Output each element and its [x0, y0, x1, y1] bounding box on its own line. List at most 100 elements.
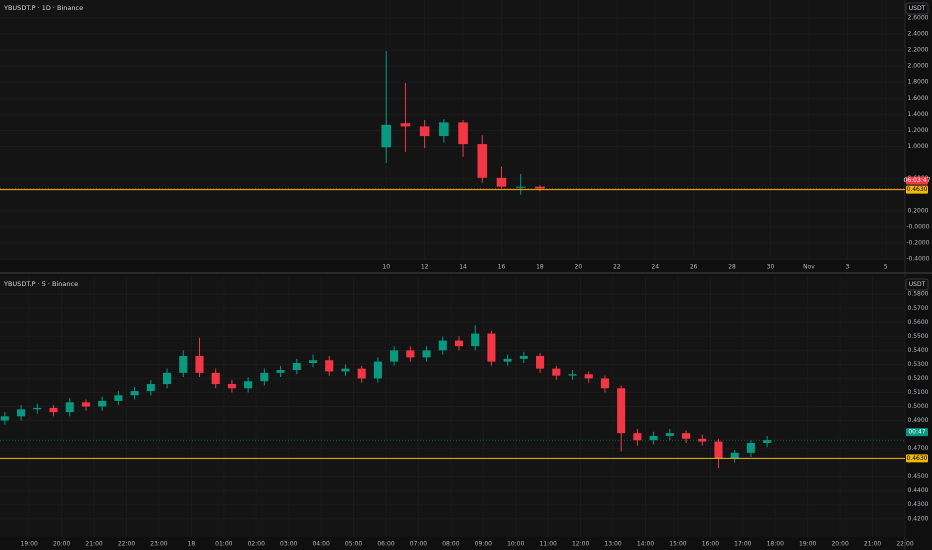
candle-body: [600, 378, 610, 389]
candle-body: [487, 333, 496, 362]
candle-body: [552, 368, 561, 376]
candle-body: [763, 440, 772, 443]
candle-body: [503, 358, 512, 362]
candle-body: [162, 372, 172, 385]
candle-body: [179, 355, 188, 373]
x-tick-label: 20:00: [53, 541, 70, 548]
candle-body: [422, 350, 431, 358]
candle-body: [665, 433, 674, 436]
alert-label: 0.4630: [907, 455, 928, 462]
candle-body: [114, 395, 123, 401]
candle-body: [0, 416, 9, 421]
y-tick-label: 0.5300: [908, 361, 929, 368]
candle-body: [65, 402, 74, 413]
x-tick-label: 14: [459, 264, 467, 271]
x-tick-label: 20:00: [831, 541, 848, 548]
x-tick-label: 14:00: [637, 541, 654, 548]
x-tick-label: 09:00: [475, 541, 492, 548]
candle-body: [515, 186, 526, 188]
candle-body: [633, 433, 642, 441]
x-tick-label: 20: [575, 264, 583, 271]
x-tick-label: 17:00: [734, 541, 751, 548]
candle-body: [649, 435, 658, 441]
x-tick-label: 22: [613, 264, 621, 271]
candle-body: [373, 361, 382, 379]
y-tick-label: 2.2000: [908, 47, 929, 54]
x-tick-label: 13:00: [604, 541, 621, 548]
candle-body: [406, 350, 415, 358]
alert-label-box: [906, 185, 928, 194]
candle-body: [17, 409, 26, 417]
y-tick-label: 0.5200: [908, 375, 929, 382]
currency-label[interactable]: USDT: [909, 281, 926, 288]
x-tick-label: 23:00: [150, 541, 167, 548]
candle-body: [390, 350, 399, 362]
candle-body: [260, 372, 269, 382]
chart-title: YBUSDT.P · 1D · Binance: [3, 4, 83, 12]
candle-body: [730, 452, 739, 459]
y-tick-label: 0.4300: [908, 501, 929, 508]
x-tick-label: 16: [498, 264, 506, 271]
candle-body: [292, 363, 301, 371]
candle-body: [746, 442, 755, 453]
alert-label: 0.4630: [907, 186, 928, 193]
last-price-countdown: 00:47: [908, 429, 925, 436]
last-price-box: [906, 176, 928, 185]
y-tick-label: 2.6000: [908, 14, 929, 21]
candle-body: [536, 355, 545, 369]
x-tick-label: 24: [651, 264, 659, 271]
candle-body: [419, 126, 430, 137]
y-tick-label: 2.4000: [908, 31, 929, 38]
x-tick-label: 22:00: [896, 541, 913, 548]
x-tick-label: 03:00: [280, 541, 297, 548]
y-tick-label: 0.4700: [908, 445, 929, 452]
x-tick-label: 12: [421, 264, 429, 271]
chart-title: YBUSDT.P · 5 · Binance: [3, 280, 78, 288]
candle-body: [211, 372, 220, 385]
y-tick-label: 1.4000: [908, 111, 929, 118]
candle-body: [49, 407, 58, 413]
x-tick-label: 26: [690, 264, 698, 271]
candle-body: [33, 407, 42, 410]
candle-body: [98, 400, 107, 407]
candle-body: [325, 360, 334, 372]
last-price-countdown: 06:03:47: [904, 177, 931, 184]
candle-body: [308, 360, 318, 363]
x-tick-label: 06:00: [377, 541, 394, 548]
y-tick-label: 0.5500: [908, 333, 929, 340]
candle-body: [714, 441, 723, 459]
y-tick-label: -0.2000: [906, 239, 929, 246]
y-tick-label: 0.4500: [908, 473, 929, 480]
y-tick-label: 0.4400: [908, 487, 929, 494]
candle-body: [471, 333, 480, 347]
candle-body: [477, 144, 488, 178]
candle-body: [438, 340, 447, 351]
candle-body: [496, 177, 507, 187]
x-tick-label: 04:00: [312, 541, 329, 548]
currency-button[interactable]: [905, 278, 929, 291]
y-tick-label: 0.5400: [908, 347, 929, 354]
last-price-box: [906, 428, 928, 437]
x-tick-label: 28: [728, 264, 736, 271]
x-tick-label: 21:00: [864, 541, 881, 548]
candle-body: [568, 374, 577, 376]
x-tick-label: 3: [845, 264, 849, 271]
x-tick-label: 11:00: [540, 541, 557, 548]
currency-button[interactable]: [905, 2, 929, 15]
candle-body: [617, 388, 626, 434]
x-tick-label: 05:00: [345, 541, 362, 548]
y-tick-label: 0.4900: [908, 417, 929, 424]
candle-body: [458, 122, 468, 145]
candle-body: [584, 374, 593, 379]
candle-body: [227, 384, 236, 389]
candle-body: [535, 186, 545, 189]
currency-label[interactable]: USDT: [909, 5, 926, 12]
y-tick-label: 0.4200: [908, 515, 929, 522]
x-tick-label: 18: [536, 264, 544, 271]
y-tick-label: 2.0000: [908, 63, 929, 70]
candle-body: [400, 123, 411, 127]
x-tick-label: 15:00: [669, 541, 686, 548]
candle-body: [381, 124, 392, 148]
candle-body: [195, 355, 204, 373]
